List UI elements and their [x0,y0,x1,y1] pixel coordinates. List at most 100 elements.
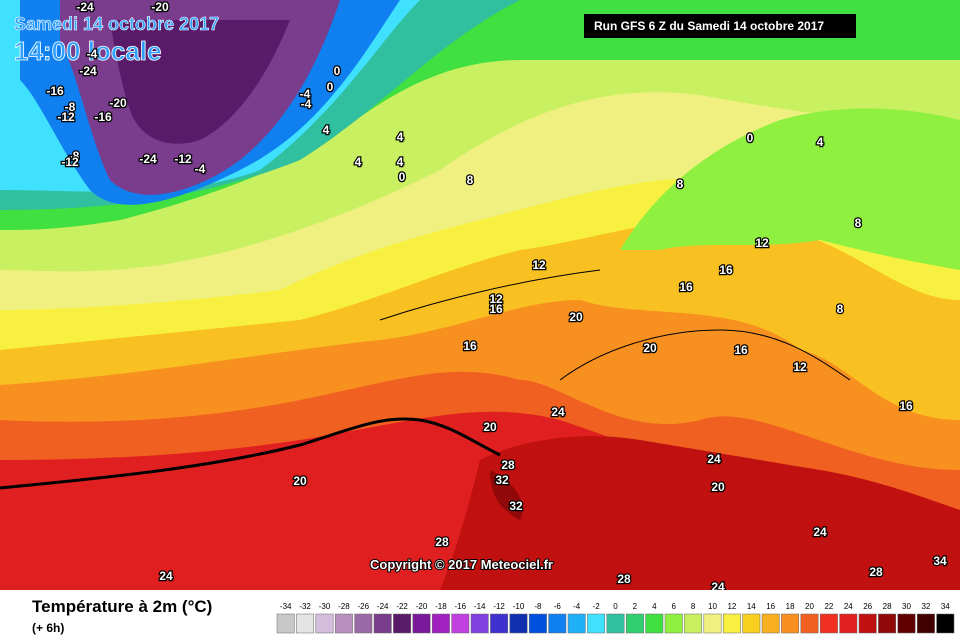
legend-swatch [936,613,955,634]
map-label: 16 [719,263,733,277]
map-label: -12 [57,110,75,124]
copyright: Copyright © 2017 Meteociel.fr [370,557,553,572]
legend-swatch [916,613,935,634]
map-label: 4 [355,155,362,169]
legend-swatch [781,613,800,634]
map-label: 16 [463,339,477,353]
legend-label: 18 [786,602,795,611]
legend-label: 4 [652,602,657,611]
legend-swatch [373,613,392,634]
map-label: -12 [61,155,79,169]
map-label: 24 [159,569,173,583]
map-label: 24 [707,452,721,466]
legend-label: -22 [396,602,408,611]
map-label: -24 [79,64,97,78]
legend-swatch [606,613,625,634]
legend-label: 8 [691,602,696,611]
map-label: 8 [467,173,474,187]
legend-label: 10 [708,602,717,611]
legend-swatch [722,613,741,634]
map-time: 14:00 locale [14,36,161,66]
map-label: -20 [109,96,127,110]
legend-label: 26 [863,602,872,611]
map-label: 16 [679,280,693,294]
map-label: 0 [327,80,334,94]
map-label: 32 [495,473,509,487]
map-label: 28 [501,458,515,472]
map-label: -20 [151,0,169,14]
legend-swatch [625,613,644,634]
legend-label: -34 [280,602,292,611]
legend-swatch [684,613,703,634]
legend-label: -10 [513,602,525,611]
map-label: -4 [87,47,98,61]
map-label: 32 [509,499,523,513]
legend-label: -30 [319,602,331,611]
legend-label: -4 [573,602,581,611]
legend-swatch [703,613,722,634]
map-label: 16 [489,302,503,316]
map-label: 16 [734,343,748,357]
legend-label: -18 [435,602,447,611]
zone [110,20,290,144]
legend-swatch [412,613,431,634]
legend-label: 2 [633,602,638,611]
map-label: 16 [899,399,913,413]
map-label: -16 [46,84,64,98]
map-label: 24 [813,525,827,539]
map-label: 20 [569,310,583,324]
map-label: 4 [397,155,404,169]
legend-subtitle: (+ 6h) [32,621,64,635]
map-label: 12 [532,258,546,272]
legend-label: -8 [534,602,542,611]
legend-label: 22 [824,602,833,611]
map-label: 12 [793,360,807,374]
run-box [584,14,856,38]
map-label: -8 [69,149,80,163]
map-label: 4 [323,123,330,137]
legend-label: 20 [805,602,814,611]
legend-swatch [276,613,295,634]
map-label: 28 [617,572,631,586]
legend-swatch [800,613,819,634]
legend-swatch [548,613,567,634]
legend-swatch [296,613,315,634]
legend-swatch [664,613,683,634]
map-label: -4 [300,87,311,101]
legend-label: -24 [377,602,389,611]
legend-swatch [470,613,489,634]
legend-label: 12 [727,602,736,611]
legend-label: -14 [474,602,486,611]
legend-swatch [528,613,547,634]
map-label: -8 [65,100,76,114]
legend-swatch [645,613,664,634]
map-label: 34 [933,554,947,568]
legend-label: -26 [358,602,370,611]
legend-label: -6 [554,602,562,611]
map-label: 20 [711,480,725,494]
map-label: 4 [397,130,404,144]
legend-label: -2 [593,602,601,611]
legend-swatch [761,613,780,634]
legend-swatch [451,613,470,634]
zone [620,108,960,270]
map-label: -4 [301,97,312,111]
run-info: Run GFS 6 Z du Samedi 14 octobre 2017 [594,19,824,33]
legend-swatch [567,613,586,634]
legend-label: 6 [671,602,676,611]
map-label: 12 [755,236,769,250]
map-label: 20 [293,474,307,488]
map-label: 8 [677,177,684,191]
legend-label: 0 [613,602,618,611]
legend-swatch [819,613,838,634]
legend-swatch [878,613,897,634]
legend-swatch [742,613,761,634]
map-label: -24 [76,0,94,14]
map-label: 8 [855,216,862,230]
legend-swatch [897,613,916,634]
legend-label: -16 [455,602,467,611]
legend-label: 32 [921,602,930,611]
map-label: 20 [483,420,497,434]
legend-label: 28 [883,602,892,611]
